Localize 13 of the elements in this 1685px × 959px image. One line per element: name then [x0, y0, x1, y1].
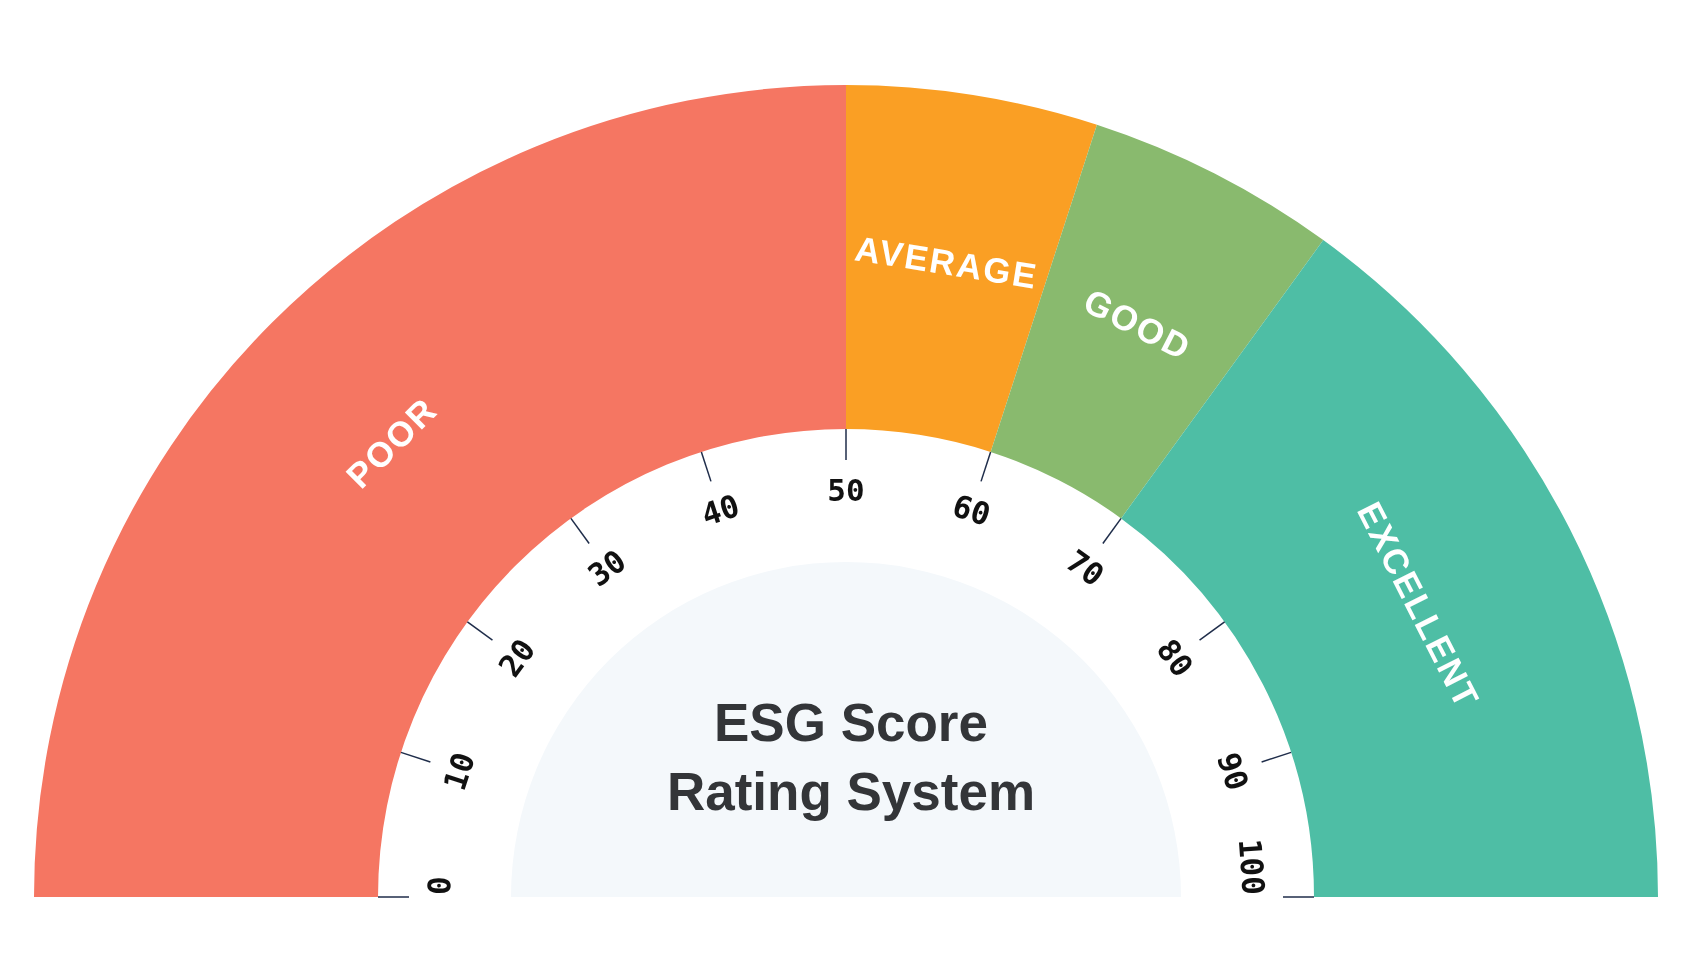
text: ESG Score Rating System [665, 692, 1037, 823]
text: 40 [696, 487, 744, 533]
text: 90 [1210, 747, 1256, 795]
text: 60 [948, 487, 996, 533]
text: 20 [491, 632, 543, 684]
text: 30 [581, 542, 633, 594]
text: 100 [1231, 837, 1272, 897]
slice-label: AVERAGE [852, 228, 1041, 296]
text: 80 [1149, 632, 1201, 684]
text: 10 [436, 747, 482, 795]
text: 70 [1059, 542, 1111, 594]
text: 50 [827, 472, 865, 509]
text: 0 [420, 875, 458, 896]
